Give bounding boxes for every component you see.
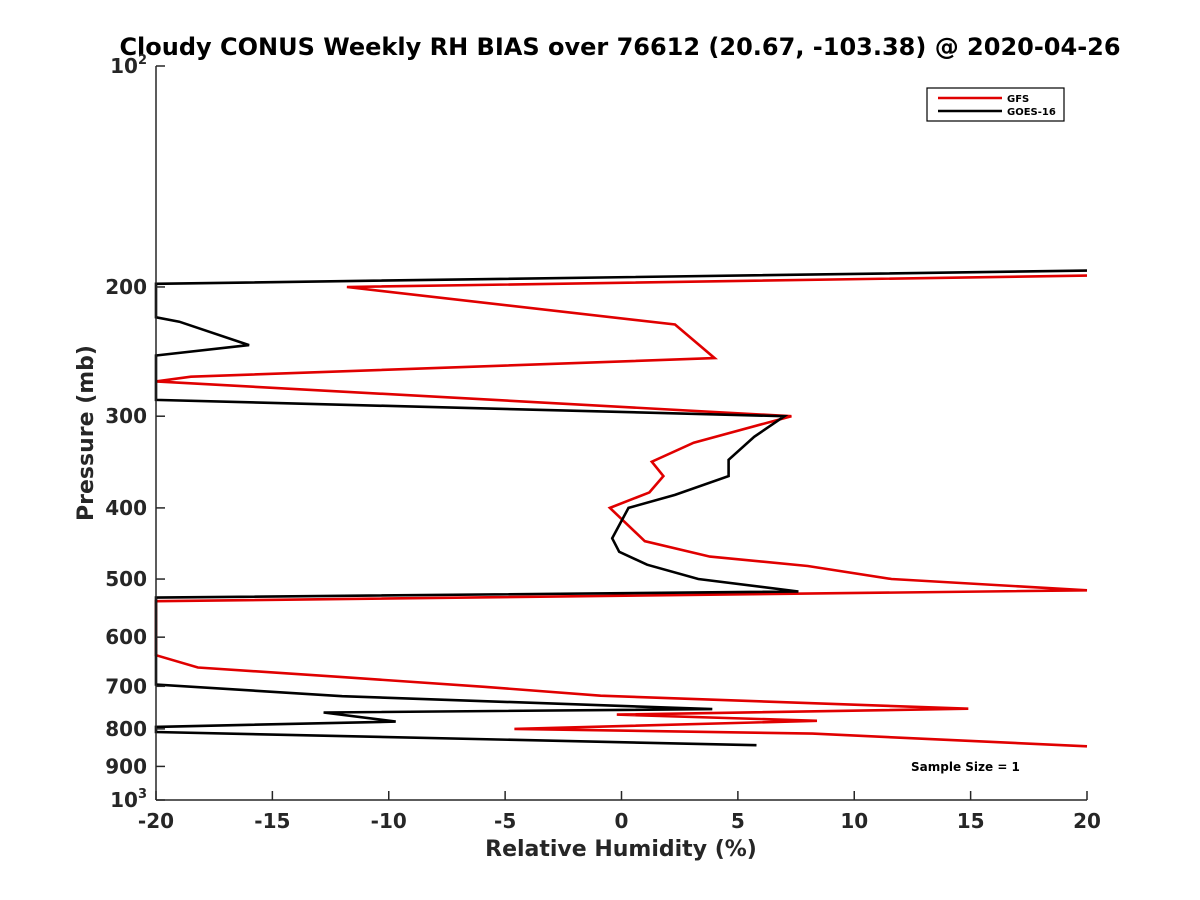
x-tick-label: 0 <box>615 809 629 833</box>
x-tick-label: 10 <box>840 809 868 833</box>
y-tick-label: 800 <box>105 717 147 741</box>
y-tick-label: 400 <box>105 496 147 520</box>
x-axis: -20 -15 -10 -5 0 5 10 15 20 <box>138 791 1101 833</box>
y-axis-label: Pressure (mb) <box>74 345 99 521</box>
x-tick-label: -20 <box>138 809 174 833</box>
x-tick-label: -5 <box>494 809 516 833</box>
y-axis: 102 200 300 400 500 600 700 800 900 103 <box>105 53 165 812</box>
x-axis-label: Relative Humidity (%) <box>485 837 757 862</box>
y-tick-label: 600 <box>105 625 147 649</box>
legend-label-goes-16: GOES-16 <box>1007 107 1056 118</box>
series-line-gfs <box>154 274 1088 748</box>
y-tick-label: 102 <box>110 53 147 78</box>
series-line-goes-16 <box>154 269 1088 747</box>
chart-title: Cloudy CONUS Weekly RH BIAS over 76612 (… <box>119 33 1120 61</box>
legend: GFS GOES-16 <box>926 87 1065 122</box>
plot-area <box>154 269 1088 748</box>
y-tick-label: 900 <box>105 754 147 778</box>
y-tick-label: 500 <box>105 567 147 591</box>
legend-box <box>926 87 1065 122</box>
y-tick-label: 300 <box>105 404 147 428</box>
y-tick-label: 103 <box>110 787 147 812</box>
y-tick-label: 700 <box>105 674 147 698</box>
x-tick-label: 5 <box>731 809 745 833</box>
x-tick-label: 20 <box>1073 809 1101 833</box>
legend-label-gfs: GFS <box>1007 94 1029 105</box>
x-tick-label: -10 <box>371 809 407 833</box>
x-tick-label: -15 <box>254 809 290 833</box>
x-tick-label: 15 <box>957 809 985 833</box>
y-tick-label: 200 <box>105 275 147 299</box>
sample-size-annotation: Sample Size = 1 <box>911 760 1020 774</box>
